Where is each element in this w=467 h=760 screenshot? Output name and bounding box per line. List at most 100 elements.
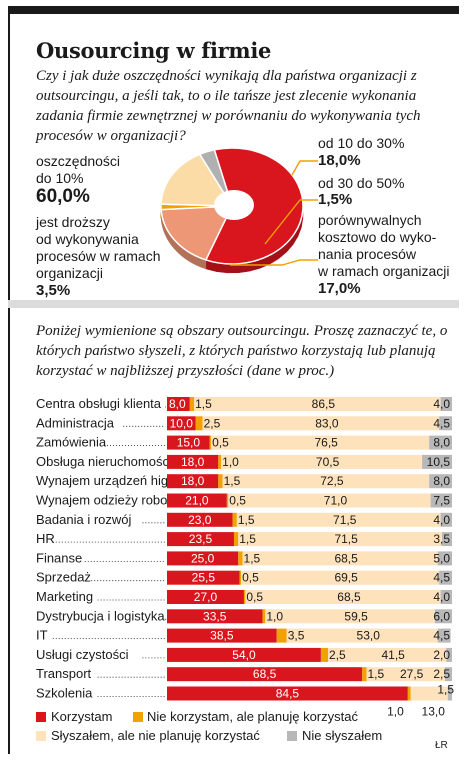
bar-value-label: 7,5 (433, 494, 450, 508)
bar-value-label: 1,5 (437, 683, 454, 697)
category-label: Obsługa nieruchomości (36, 454, 172, 469)
bar-segment-nie_slyszalem (439, 570, 452, 585)
bar-value-label: 3,5 (288, 629, 305, 643)
bar-value-label: 4,5 (433, 416, 450, 430)
pie-label-line: oszczędności (36, 153, 121, 169)
category-label: Dystrybucja i logistyka (36, 608, 165, 623)
bar-value-label: 2,5 (433, 667, 450, 681)
legend-label-korzystam: Korzystam (51, 709, 113, 724)
bar-segment-korzystam (167, 454, 219, 469)
bar-value-label: 1,5 (244, 551, 261, 565)
bar-segment-nie_slyszalem (430, 493, 452, 508)
top-rule (8, 6, 459, 14)
bar-segment-slyszalem (202, 416, 440, 431)
bar-value-label: 53,0 (357, 629, 381, 643)
pie-label-line: jest droższy (36, 214, 110, 230)
bar-value-label: 23,0 (188, 513, 212, 527)
bar-segment-planuje (262, 609, 266, 624)
bar-value-label: 68,5 (337, 590, 361, 604)
pie-label-10-30: od 10 do 30% (318, 135, 405, 151)
bar-segment-korzystam (167, 647, 321, 662)
bar-value-label: 71,5 (334, 532, 358, 546)
pie-label-line: procesów w ramach (36, 248, 161, 264)
category-label: Centra obsługi klienta (36, 396, 162, 411)
bar-segment-slyszalem (236, 512, 441, 527)
bar-segment-korzystam (167, 609, 263, 624)
bar-segment-slyszalem (241, 570, 440, 585)
bar-segment-korzystam (167, 570, 240, 585)
category-label: Marketing (36, 589, 93, 604)
bar-segment-planuje (407, 686, 411, 701)
bar-segment-korzystam (167, 435, 210, 450)
bar-value-label: 86,5 (312, 397, 336, 411)
bar-value-label: 1,0 (387, 705, 404, 719)
pie-slice (160, 205, 234, 261)
bar-value-label: 72,5 (320, 474, 344, 488)
bar-segment-korzystam (167, 686, 408, 701)
pie-label-porownywalnych: porównywalnych kosztowo do wyko- nania p… (318, 212, 450, 280)
bar-value-label: 8,0 (433, 436, 450, 450)
legend-swatch-korzystam (36, 712, 46, 722)
bar-value-label: 8,0 (433, 474, 450, 488)
bar-value-label: 18,0 (181, 455, 205, 469)
bar-segment-nie_slyszalem (446, 647, 452, 662)
bar-segment-nie_slyszalem (440, 512, 452, 527)
bar-value-label: 0,5 (242, 571, 259, 585)
category-label: Wynajem urządzeń higieny (36, 473, 192, 488)
bar-value-label: 25,5 (192, 571, 216, 585)
category-label: IT (36, 628, 48, 643)
bar-segment-slyszalem (221, 454, 423, 469)
bar-segment-slyszalem (286, 628, 438, 643)
bar-segment-nie_slyszalem (422, 454, 452, 469)
bar-segment-planuje (218, 454, 222, 469)
legend-swatch-nie-slyszalem (287, 731, 297, 741)
bar-value-label: 0,5 (212, 436, 229, 450)
bar-segment-korzystam (167, 512, 233, 527)
bar-segment-nie_slyszalem (437, 628, 451, 643)
bar-segment-planuje (226, 493, 229, 508)
pie-leader-line (291, 160, 318, 176)
pie-label-line: do 10% (36, 170, 84, 186)
bar-value-label: 4,0 (433, 590, 450, 604)
bar-segment-slyszalem (211, 435, 430, 450)
bar-value-label: 70,5 (316, 455, 340, 469)
bar-value-label: 27,0 (194, 590, 218, 604)
pie-label-do-10: oszczędności do 10% (36, 153, 120, 187)
bar-value-label: 1,0 (266, 609, 283, 623)
pie-label-line: w ramach organizacji (318, 263, 450, 279)
bar-segment-korzystam (167, 416, 196, 431)
bar-segment-slyszalem (242, 551, 438, 566)
bar-value-label: 4,5 (433, 571, 450, 585)
bar-value-label: 21,0 (185, 494, 209, 508)
bar-segment-planuje (239, 570, 242, 585)
bar-segment-nie_slyszalem (447, 686, 452, 701)
pie-leader-line (230, 259, 318, 266)
category-label: Zamówienia (36, 435, 107, 450)
author-credit: ŁR (435, 740, 448, 751)
bar-value-label: 4,0 (433, 397, 450, 411)
bar-value-label: 1,5 (195, 397, 212, 411)
bar-value-label: 4,0 (433, 513, 450, 527)
bar-segment-nie_slyszalem (442, 532, 452, 547)
bar-segment-planuje (276, 628, 287, 643)
bar-segment-korzystam (167, 474, 219, 489)
category-label: Finanse (36, 550, 82, 565)
bar-value-label: 1,5 (224, 474, 241, 488)
legend-label-nie-slyszalem: Nie słyszałem (302, 728, 383, 743)
pie-label-line: porównywalnych (318, 212, 422, 228)
bar-value-label: 1,5 (239, 532, 256, 546)
bar-value-label: 5,0 (433, 551, 450, 565)
bar-segment-slyszalem (228, 493, 431, 508)
bar-segment-korzystam (167, 532, 234, 547)
pie-center-hole (214, 190, 254, 220)
pie-chart (160, 147, 318, 274)
pie-label-line: nania procesów (318, 246, 417, 262)
category-label: Wynajem odzieży roboczej (36, 493, 191, 508)
bar-value-label: 1,0 (222, 455, 239, 469)
legend-label-planuje: Nie korzystam, ale planuję korzystać (147, 709, 358, 724)
bar-value-label: 25,0 (191, 551, 215, 565)
bar-segment-nie_slyszalem (429, 474, 452, 489)
bar-value-label: 2,0 (433, 648, 450, 662)
bar-segment-slyszalem (410, 686, 448, 701)
bar-value-label: 18,0 (181, 474, 205, 488)
